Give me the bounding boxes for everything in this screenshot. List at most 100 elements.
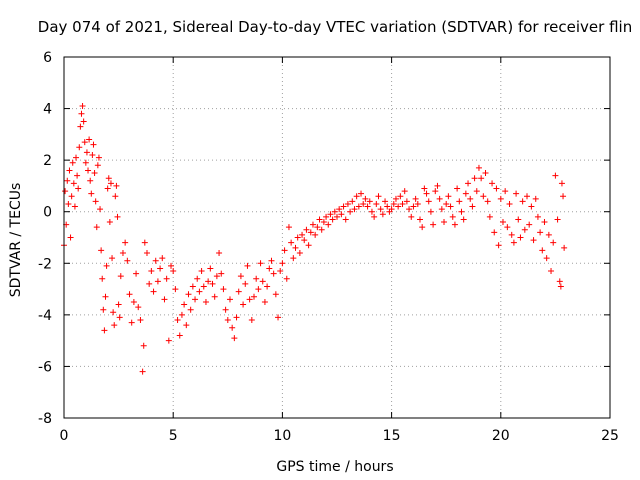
data-point bbox=[281, 247, 288, 254]
data-point bbox=[539, 247, 546, 254]
data-point bbox=[388, 206, 395, 213]
data-point bbox=[194, 275, 201, 282]
data-point bbox=[349, 198, 356, 205]
data-point bbox=[67, 234, 74, 241]
data-point bbox=[253, 275, 260, 282]
data-point bbox=[465, 180, 472, 187]
data-point bbox=[316, 216, 323, 223]
data-point bbox=[98, 247, 105, 254]
data-point bbox=[62, 188, 69, 195]
data-point bbox=[102, 293, 109, 300]
data-point bbox=[399, 200, 406, 207]
data-point bbox=[103, 262, 110, 269]
data-point bbox=[401, 188, 408, 195]
data-point bbox=[82, 159, 89, 166]
data-point bbox=[432, 188, 439, 195]
data-point bbox=[371, 213, 378, 220]
data-point bbox=[530, 237, 537, 244]
data-point bbox=[104, 185, 111, 192]
data-point bbox=[537, 229, 544, 236]
y-tick-label: 0 bbox=[43, 205, 52, 221]
data-point bbox=[233, 314, 240, 321]
data-point bbox=[436, 195, 443, 202]
data-point bbox=[510, 239, 517, 246]
data-point bbox=[556, 278, 563, 285]
data-point bbox=[211, 293, 218, 300]
data-point bbox=[259, 278, 266, 285]
data-point bbox=[222, 306, 229, 313]
y-axis-label: SDTVAR / TECUs bbox=[8, 183, 24, 298]
data-point bbox=[416, 216, 423, 223]
data-point bbox=[264, 283, 271, 290]
data-point bbox=[90, 141, 97, 148]
data-point bbox=[456, 198, 463, 205]
data-point bbox=[353, 193, 360, 200]
data-point bbox=[161, 296, 168, 303]
data-point bbox=[358, 190, 365, 197]
data-point bbox=[506, 200, 513, 207]
data-point bbox=[105, 175, 112, 182]
data-point bbox=[248, 317, 255, 324]
data-point bbox=[77, 123, 84, 130]
data-point bbox=[266, 265, 273, 272]
data-point bbox=[543, 255, 550, 262]
data-point bbox=[305, 242, 312, 249]
data-point bbox=[377, 206, 384, 213]
data-point bbox=[244, 262, 251, 269]
data-point bbox=[469, 203, 476, 210]
data-point bbox=[329, 216, 336, 223]
data-point bbox=[93, 224, 100, 231]
data-point bbox=[443, 200, 450, 207]
data-point bbox=[478, 175, 485, 182]
data-point bbox=[364, 203, 371, 210]
data-point bbox=[163, 275, 170, 282]
data-point bbox=[421, 185, 428, 192]
data-point bbox=[73, 154, 80, 161]
data-point bbox=[550, 239, 557, 246]
data-point bbox=[229, 324, 236, 331]
data-point bbox=[344, 200, 351, 207]
data-point bbox=[150, 288, 157, 295]
data-point bbox=[187, 306, 194, 313]
data-point bbox=[74, 172, 81, 179]
data-point bbox=[143, 249, 150, 256]
data-point bbox=[277, 268, 284, 275]
data-point bbox=[115, 301, 122, 308]
data-point bbox=[410, 203, 417, 210]
data-point bbox=[99, 275, 106, 282]
data-point bbox=[519, 198, 526, 205]
chart-title: Day 074 of 2021, Sidereal Day-to-day VTE… bbox=[38, 18, 632, 36]
data-point bbox=[240, 301, 247, 308]
data-point bbox=[294, 234, 301, 241]
data-point bbox=[290, 255, 297, 262]
data-point bbox=[112, 193, 119, 200]
data-point bbox=[119, 249, 126, 256]
y-tick-label: -6 bbox=[38, 359, 52, 375]
data-points bbox=[61, 102, 568, 375]
data-point bbox=[114, 213, 121, 220]
data-point bbox=[168, 262, 175, 269]
data-point bbox=[68, 193, 75, 200]
axis-ticks: 0 5 10 15 20 25 -8 -6 -4 -2 0 2 4 6 bbox=[38, 50, 619, 444]
data-point bbox=[327, 211, 334, 218]
y-tick-label: 6 bbox=[43, 50, 52, 66]
data-point bbox=[89, 151, 96, 158]
data-point bbox=[81, 139, 88, 146]
data-point bbox=[283, 275, 290, 282]
data-point bbox=[482, 170, 489, 177]
data-point bbox=[83, 149, 90, 156]
data-point bbox=[87, 177, 94, 184]
data-point bbox=[449, 213, 456, 220]
y-tick-label: -8 bbox=[38, 411, 52, 427]
data-point bbox=[207, 265, 214, 272]
x-tick-label: 10 bbox=[273, 428, 291, 444]
x-tick-label: 20 bbox=[492, 428, 510, 444]
data-point bbox=[430, 221, 437, 228]
plot-frame bbox=[63, 56, 611, 419]
data-point bbox=[97, 206, 104, 213]
y-tick-label: 4 bbox=[43, 102, 52, 118]
data-point bbox=[513, 190, 520, 197]
data-point bbox=[216, 249, 223, 256]
data-point bbox=[379, 211, 386, 218]
